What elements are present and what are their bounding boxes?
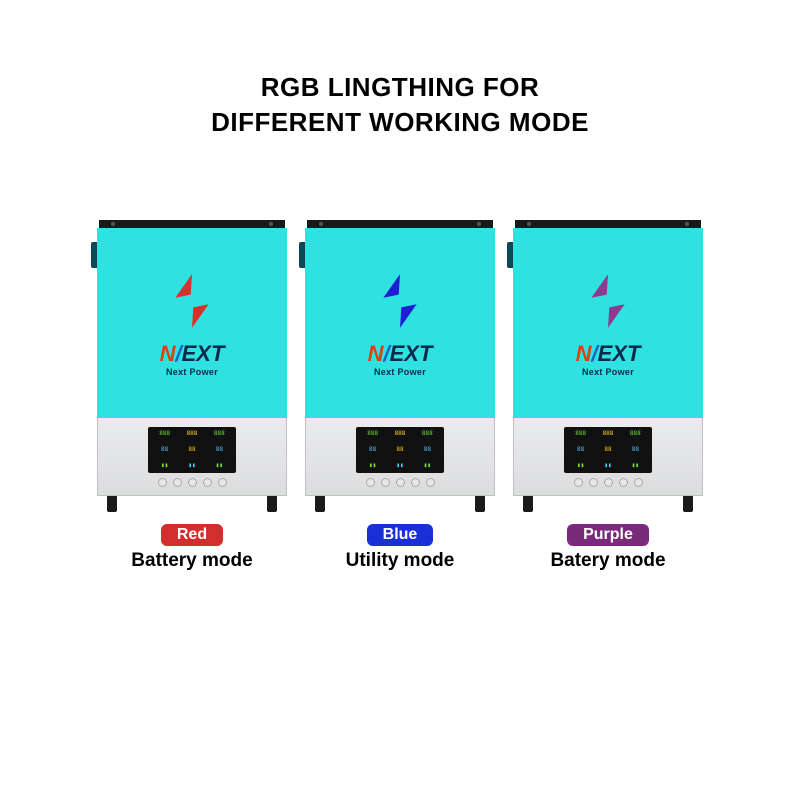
- brand-logo: N/EXT: [576, 343, 641, 365]
- title-line-1: RGB LINGTHING FOR: [211, 70, 589, 105]
- brand-subtitle: Next Power: [374, 367, 426, 377]
- brand-subtitle: Next Power: [166, 367, 218, 377]
- device-lower-panel: 888888888 888888 ▮▮▮▮▮▮: [97, 418, 287, 496]
- brand-logo: N/EXT: [160, 343, 225, 365]
- inverter-device: N/EXT Next Power 888888888 888888 ▮▮▮▮▮▮: [513, 220, 703, 504]
- color-badge: Blue: [367, 524, 434, 546]
- foot-leg: [267, 496, 277, 512]
- title-line-2: DIFFERENT WORKING MODE: [211, 105, 589, 140]
- device-button[interactable]: [634, 478, 643, 487]
- device-column: N/EXT Next Power 888888888 888888 ▮▮▮▮▮▮: [513, 220, 703, 572]
- device-button[interactable]: [589, 478, 598, 487]
- device-button[interactable]: [218, 478, 227, 487]
- device-upper-panel: N/EXT Next Power: [97, 228, 287, 418]
- foot-leg: [107, 496, 117, 512]
- device-button[interactable]: [366, 478, 375, 487]
- device-button[interactable]: [426, 478, 435, 487]
- lightning-icon: [576, 269, 640, 333]
- foot-leg: [315, 496, 325, 512]
- device-button[interactable]: [173, 478, 182, 487]
- foot-leg: [683, 496, 693, 512]
- device-buttons: [574, 478, 643, 487]
- lightning-icon: [160, 269, 224, 333]
- brand-subtitle: Next Power: [582, 367, 634, 377]
- device-row: N/EXT Next Power 888888888 888888 ▮▮▮▮▮▮: [97, 220, 703, 572]
- device-button[interactable]: [574, 478, 583, 487]
- page-title: RGB LINGTHING FOR DIFFERENT WORKING MODE: [211, 70, 589, 140]
- device-button[interactable]: [188, 478, 197, 487]
- device-buttons: [366, 478, 435, 487]
- device-upper-panel: N/EXT Next Power: [513, 228, 703, 418]
- device-top-bar: [307, 220, 493, 228]
- device-lower-panel: 888888888 888888 ▮▮▮▮▮▮: [513, 418, 703, 496]
- color-badge: Red: [161, 524, 223, 546]
- device-feet: [513, 496, 703, 504]
- inverter-device: N/EXT Next Power 888888888 888888 ▮▮▮▮▮▮: [97, 220, 287, 504]
- side-tab: [91, 242, 97, 268]
- foot-leg: [523, 496, 533, 512]
- device-column: N/EXT Next Power 888888888 888888 ▮▮▮▮▮▮: [305, 220, 495, 572]
- lightning-icon: [368, 269, 432, 333]
- device-button[interactable]: [203, 478, 212, 487]
- brand-logo: N/EXT: [368, 343, 433, 365]
- device-button[interactable]: [411, 478, 420, 487]
- device-feet: [305, 496, 495, 504]
- side-tab: [299, 242, 305, 268]
- device-button[interactable]: [396, 478, 405, 487]
- mode-label: Batery mode: [550, 550, 665, 572]
- device-top-bar: [515, 220, 701, 228]
- device-button[interactable]: [381, 478, 390, 487]
- inverter-device: N/EXT Next Power 888888888 888888 ▮▮▮▮▮▮: [305, 220, 495, 504]
- side-tab: [507, 242, 513, 268]
- device-upper-panel: N/EXT Next Power: [305, 228, 495, 418]
- device-feet: [97, 496, 287, 504]
- device-screen: 888888888 888888 ▮▮▮▮▮▮: [148, 427, 236, 473]
- device-button[interactable]: [604, 478, 613, 487]
- device-lower-panel: 888888888 888888 ▮▮▮▮▮▮: [305, 418, 495, 496]
- device-button[interactable]: [619, 478, 628, 487]
- device-screen: 888888888 888888 ▮▮▮▮▮▮: [564, 427, 652, 473]
- mode-label: Utility mode: [346, 550, 455, 572]
- device-top-bar: [99, 220, 285, 228]
- device-buttons: [158, 478, 227, 487]
- mode-label: Battery mode: [131, 550, 252, 572]
- foot-leg: [475, 496, 485, 512]
- color-badge: Purple: [567, 524, 649, 546]
- device-screen: 888888888 888888 ▮▮▮▮▮▮: [356, 427, 444, 473]
- device-column: N/EXT Next Power 888888888 888888 ▮▮▮▮▮▮: [97, 220, 287, 572]
- device-button[interactable]: [158, 478, 167, 487]
